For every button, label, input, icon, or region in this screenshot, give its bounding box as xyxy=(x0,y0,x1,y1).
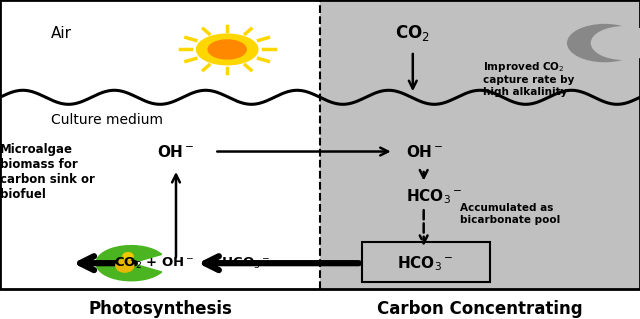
Text: Culture medium: Culture medium xyxy=(51,113,163,127)
Text: Photosynthesis: Photosynthesis xyxy=(88,300,232,318)
Wedge shape xyxy=(96,246,162,281)
Text: Air: Air xyxy=(51,26,72,41)
Circle shape xyxy=(208,40,246,59)
Circle shape xyxy=(568,25,640,62)
Text: OH$^-$: OH$^-$ xyxy=(157,144,195,160)
Bar xyxy=(362,242,490,282)
Text: HCO$_3$$^-$: HCO$_3$$^-$ xyxy=(406,187,463,205)
Text: CO$_2$: CO$_2$ xyxy=(396,24,430,43)
Bar xyxy=(320,0,640,289)
Circle shape xyxy=(591,27,640,59)
Text: Carbon Concentrating: Carbon Concentrating xyxy=(377,300,583,318)
Ellipse shape xyxy=(116,259,134,272)
Text: OH$^-$: OH$^-$ xyxy=(406,144,444,160)
Text: Microalgae
biomass for
carbon sink or
biofuel: Microalgae biomass for carbon sink or bi… xyxy=(0,143,95,201)
Text: CO$_2$ + OH$^-$ $\leftarrow$ HCO$_3$$^-$: CO$_2$ + OH$^-$ $\leftarrow$ HCO$_3$$^-$ xyxy=(114,256,270,271)
Text: Improved CO$_2$
capture rate by
high alkalinity: Improved CO$_2$ capture rate by high alk… xyxy=(483,60,575,97)
Text: Accumulated as
bicarbonate pool: Accumulated as bicarbonate pool xyxy=(460,203,560,225)
Text: HCO$_3$$^-$: HCO$_3$$^-$ xyxy=(397,254,454,272)
Ellipse shape xyxy=(123,253,133,260)
Circle shape xyxy=(196,34,258,65)
